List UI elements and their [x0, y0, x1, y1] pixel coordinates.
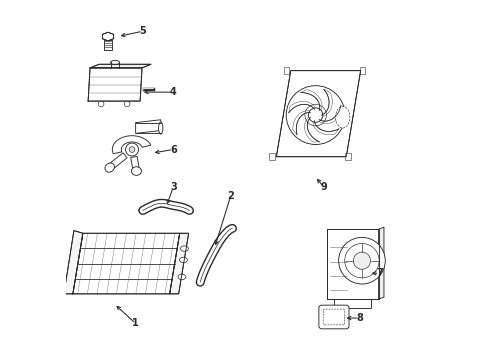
Ellipse shape: [159, 122, 163, 134]
Polygon shape: [112, 136, 151, 154]
Polygon shape: [334, 299, 371, 308]
Polygon shape: [313, 120, 339, 135]
Ellipse shape: [197, 280, 203, 284]
Text: 3: 3: [170, 182, 177, 192]
Polygon shape: [90, 64, 151, 68]
FancyBboxPatch shape: [319, 305, 349, 329]
Polygon shape: [108, 153, 127, 170]
Polygon shape: [276, 71, 361, 157]
Circle shape: [353, 252, 370, 269]
Ellipse shape: [111, 60, 120, 65]
Text: 4: 4: [170, 87, 177, 97]
Polygon shape: [293, 111, 311, 135]
Text: 8: 8: [356, 313, 363, 323]
FancyBboxPatch shape: [323, 309, 344, 325]
Ellipse shape: [139, 208, 147, 213]
Polygon shape: [300, 90, 322, 112]
Polygon shape: [289, 101, 316, 113]
Polygon shape: [131, 156, 140, 172]
Ellipse shape: [230, 225, 235, 231]
Polygon shape: [305, 116, 319, 142]
Circle shape: [286, 86, 345, 144]
Bar: [360, 67, 366, 74]
Circle shape: [125, 143, 139, 156]
Ellipse shape: [186, 208, 194, 213]
Text: 2: 2: [227, 191, 234, 201]
Polygon shape: [379, 227, 384, 299]
Ellipse shape: [336, 107, 350, 128]
Circle shape: [124, 101, 130, 107]
Text: 5: 5: [140, 26, 146, 36]
Polygon shape: [102, 32, 114, 41]
Text: 7: 7: [376, 268, 383, 278]
Ellipse shape: [180, 246, 188, 251]
Circle shape: [50, 269, 61, 280]
Polygon shape: [321, 89, 332, 117]
Polygon shape: [64, 231, 83, 294]
Polygon shape: [170, 233, 189, 294]
Circle shape: [339, 237, 385, 284]
Polygon shape: [326, 229, 379, 299]
Circle shape: [129, 147, 135, 152]
Ellipse shape: [178, 274, 186, 280]
Ellipse shape: [105, 163, 115, 172]
Text: 9: 9: [320, 182, 327, 192]
Circle shape: [345, 243, 379, 278]
Text: 6: 6: [170, 144, 177, 154]
Circle shape: [51, 249, 62, 260]
Bar: [269, 153, 275, 160]
Polygon shape: [88, 68, 142, 101]
Polygon shape: [73, 233, 180, 294]
Bar: [345, 153, 351, 160]
Polygon shape: [136, 120, 161, 134]
Bar: [284, 67, 289, 74]
Ellipse shape: [179, 257, 187, 262]
Circle shape: [309, 108, 323, 122]
Text: 1: 1: [132, 319, 139, 328]
Bar: [104, 40, 112, 50]
Polygon shape: [318, 105, 343, 124]
Ellipse shape: [131, 167, 142, 175]
Circle shape: [98, 101, 104, 107]
